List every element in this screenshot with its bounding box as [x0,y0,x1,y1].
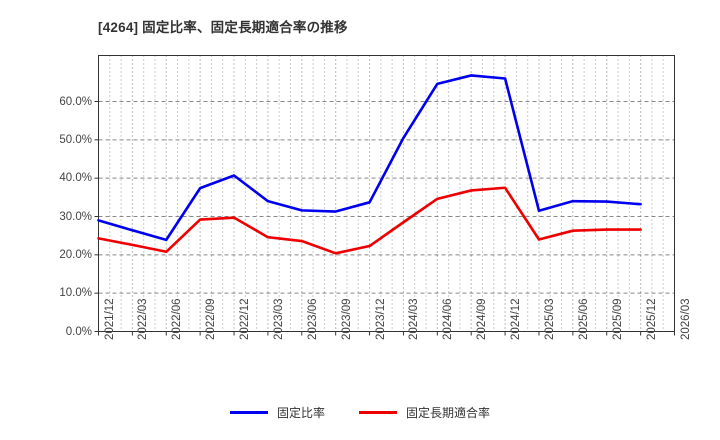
x-axis-tick-label: 2022/09 [205,297,218,340]
y-axis-tick-label: 0.0% [65,325,92,338]
legend-label: 固定比率 [276,406,325,420]
x-axis-tick-label: 2025/06 [577,297,590,340]
x-axis-tick-label: 2025/03 [543,297,556,340]
x-axis-tick-label: 2024/03 [408,297,421,340]
x-axis-tick-label: 2021/12 [103,297,116,340]
y-axis-tick-label: 30.0% [59,210,92,223]
x-axis-tick-marks [98,331,675,336]
x-axis-tick-label: 2022/03 [137,297,150,340]
legend-label: 固定長期適合率 [406,406,491,420]
x-axis-tick-label: 2025/09 [611,297,624,340]
y-axis-tick-marks [94,101,99,332]
minor-vertical-gridlines [109,55,664,332]
legend-color-swatch [359,411,397,414]
x-axis-tick-label: 2023/09 [340,297,353,340]
x-axis-tick-label: 2022/06 [171,297,184,340]
plot-frame [98,55,675,332]
legend-color-swatch [229,411,268,414]
horizontal-gridlines [98,101,675,294]
x-axis-tick-label: 2024/12 [510,297,523,340]
y-axis-tick-label: 20.0% [59,248,92,261]
series-line-secondary [97,186,642,255]
x-axis-tick-label: 2025/12 [645,297,658,340]
x-axis-tick-label: 2023/03 [272,297,285,340]
major-vertical-gridlines [131,55,642,332]
y-axis-tick-label: 60.0% [59,95,92,108]
y-axis-tick-label: 40.0% [59,172,92,185]
chart-legend: 固定比率 固定長期適合率 [0,404,720,421]
x-axis-tick-label: 2022/12 [239,297,252,340]
x-axis-tick-label: 2023/12 [374,297,387,340]
legend-entry[interactable]: 固定長期適合率 [359,404,490,421]
series-line-primary [97,74,642,242]
chart-title: [4264] 固定比率、固定長期適合率の推移 [98,20,348,35]
x-axis-tick-label: 2023/06 [306,297,319,340]
y-axis-tick-label: 50.0% [59,133,92,146]
y-axis-tick-label: 10.0% [59,287,92,300]
x-axis-tick-label: 2024/06 [442,297,455,340]
x-axis-tick-label: 2024/09 [476,297,489,340]
series-lines [97,74,642,255]
legend-entry[interactable]: 固定比率 [229,404,325,421]
x-axis-tick-label: 2026/03 [679,297,692,340]
